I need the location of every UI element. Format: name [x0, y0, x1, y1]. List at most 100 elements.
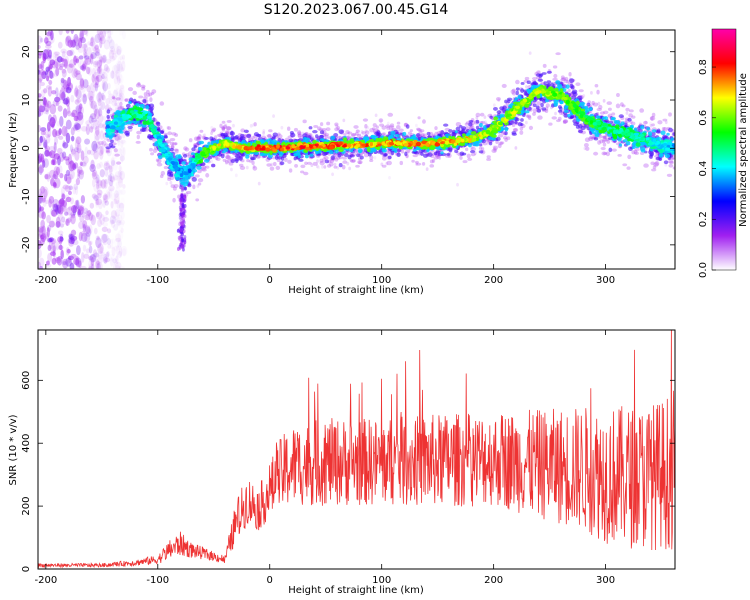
noise-speck [57, 230, 64, 236]
noise-speck [83, 43, 88, 53]
noise-speck [118, 92, 125, 103]
noise-speck [109, 239, 114, 250]
noise-speck [234, 173, 238, 178]
noise-speck [96, 163, 101, 169]
noise-speck [625, 111, 629, 115]
ridge-cell [414, 160, 419, 164]
noise-speck [96, 235, 100, 241]
noise-speck [40, 130, 46, 136]
noise-speck [55, 216, 61, 228]
noise-speck [50, 159, 55, 166]
noise-speck [51, 257, 57, 265]
noise-speck [52, 51, 59, 62]
ridge-cell [498, 141, 504, 146]
noise-speck [38, 64, 43, 69]
ridge-cell [197, 134, 202, 139]
ridge-cell [400, 149, 405, 154]
ridge-cell [303, 171, 309, 176]
ridge-cell [112, 96, 116, 100]
noise-speck [76, 111, 84, 121]
ridge-cell [325, 127, 331, 132]
ridge-cell [288, 168, 293, 173]
ridge-cell [563, 79, 569, 84]
ridge-cell [596, 89, 600, 95]
ridge-cell [163, 166, 169, 170]
noise-speck [119, 219, 126, 225]
noise-speck [73, 257, 80, 266]
noise-speck [119, 139, 126, 144]
ridge-cell [127, 87, 134, 92]
ridge-cell [501, 83, 507, 88]
ridge-cell [172, 142, 177, 146]
noise-speck [64, 58, 68, 69]
noise-speck [202, 133, 206, 138]
ridge-cell [139, 103, 145, 107]
noise-speck [121, 54, 126, 60]
ridge-cell [286, 126, 291, 131]
ridge-cell [524, 110, 530, 114]
noise-speck [66, 63, 73, 74]
ridge-cell [606, 101, 613, 106]
noise-speck [109, 173, 115, 182]
noise-speck [110, 48, 116, 55]
noise-speck [75, 178, 81, 186]
noise-speck [95, 179, 102, 187]
ridge-cell [563, 113, 569, 118]
noise-speck [85, 248, 91, 254]
noise-speck [58, 165, 63, 174]
ridge-cell [588, 107, 593, 111]
noise-speck [75, 199, 80, 210]
noise-speck [81, 211, 85, 218]
ridge-cell [412, 154, 419, 158]
noise-speck [74, 150, 80, 161]
noise-speck [92, 76, 99, 85]
ridge-cell [478, 146, 483, 150]
noise-speck [74, 199, 79, 211]
ridge-cell [169, 147, 174, 152]
ridge-cell [419, 129, 425, 133]
ridge-cell [324, 134, 329, 139]
noise-speck [120, 139, 124, 148]
ridge-cell [589, 135, 594, 140]
noise-speck [38, 153, 41, 159]
noise-speck [47, 244, 52, 251]
noise-speck [115, 262, 122, 269]
noise-speck [95, 198, 103, 206]
ridge-cell [423, 153, 428, 158]
noise-speck [86, 84, 91, 93]
noise-speck [50, 177, 55, 187]
noise-speck [41, 197, 46, 203]
ridge-cell [275, 165, 281, 170]
noise-speck [664, 120, 668, 125]
noise-speck [358, 133, 362, 137]
noise-speck [58, 152, 65, 162]
noise-speck [89, 95, 94, 103]
ridge-cell [486, 158, 492, 161]
noise-speck [109, 176, 116, 183]
noise-speck [92, 249, 98, 260]
noise-speck [109, 99, 113, 105]
noise-speck [456, 182, 459, 187]
ridge-cell [187, 154, 192, 159]
noise-speck [50, 251, 56, 256]
noise-speck [95, 126, 100, 138]
noise-speck [92, 143, 99, 153]
noise-speck [77, 107, 82, 117]
ridge-cell [203, 158, 210, 163]
ridge-cell [553, 73, 558, 79]
noise-speck [52, 157, 56, 166]
noise-speck [67, 216, 73, 223]
noise-speck [45, 85, 53, 90]
noise-speck [115, 245, 120, 256]
ridge-cell [105, 146, 111, 150]
ridge-cell [324, 159, 329, 164]
ridge-cell [238, 163, 244, 167]
noise-speck [88, 55, 92, 63]
ridge-cell [598, 104, 603, 110]
noise-speck [116, 64, 121, 72]
ridge-cell [416, 128, 422, 132]
noise-speck [74, 85, 79, 96]
ridge-cell [185, 179, 189, 184]
noise-speck [73, 33, 79, 44]
noise-speck [95, 260, 101, 269]
